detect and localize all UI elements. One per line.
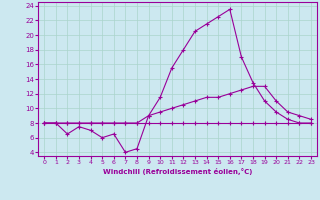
X-axis label: Windchill (Refroidissement éolien,°C): Windchill (Refroidissement éolien,°C) — [103, 168, 252, 175]
